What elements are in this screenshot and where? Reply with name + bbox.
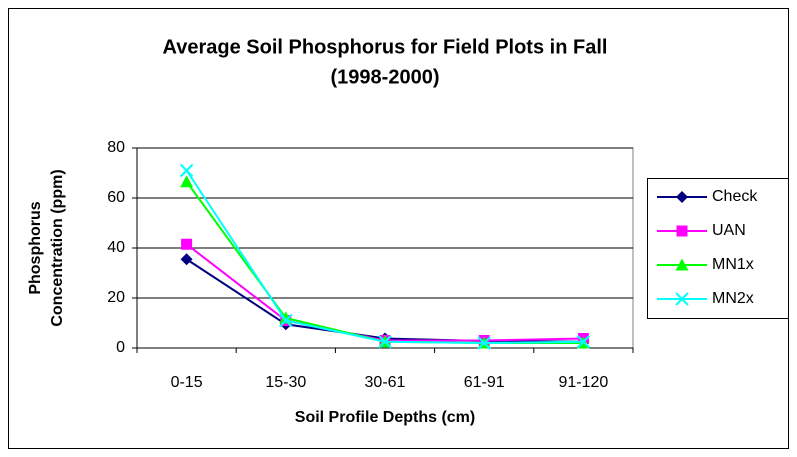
x-tick-label: 61-91 xyxy=(464,374,505,391)
y-tick-label: 40 xyxy=(107,239,125,256)
legend-marker xyxy=(676,191,688,203)
legend-marker xyxy=(675,258,689,271)
y-tick-label: 0 xyxy=(116,339,125,356)
point-marker xyxy=(279,313,293,328)
legend-label: Check xyxy=(712,188,758,205)
legend-label: UAN xyxy=(712,222,746,239)
y-tick-label: 20 xyxy=(107,289,125,306)
x-tick-label: 15-30 xyxy=(265,374,306,391)
y-axis-label: Phosphorus xyxy=(27,201,44,294)
legend-marker xyxy=(675,292,689,306)
point-marker xyxy=(477,336,491,350)
x-tick-label: 30-61 xyxy=(365,374,406,391)
legend xyxy=(647,178,789,319)
chart-title: Average Soil Phosphorus for Field Plots … xyxy=(163,36,608,58)
legend-label: MN2x xyxy=(712,290,754,307)
point-marker xyxy=(576,335,591,349)
x-axis-label: Soil Profile Depths (cm) xyxy=(295,409,475,426)
legend-marker xyxy=(676,225,688,237)
x-tick-label: 91-120 xyxy=(558,374,608,391)
point-marker xyxy=(180,175,194,188)
y-axis-label: Concentration (ppm) xyxy=(49,169,66,326)
y-tick-label: 60 xyxy=(107,189,125,206)
point-marker xyxy=(181,238,193,250)
y-tick-label: 80 xyxy=(107,139,125,156)
chart-title: (1998-2000) xyxy=(331,66,440,88)
point-marker xyxy=(179,163,194,178)
point-marker xyxy=(378,335,392,349)
point-marker xyxy=(180,253,193,266)
x-tick-label: 0-15 xyxy=(171,374,203,391)
legend-label: MN1x xyxy=(712,256,754,273)
